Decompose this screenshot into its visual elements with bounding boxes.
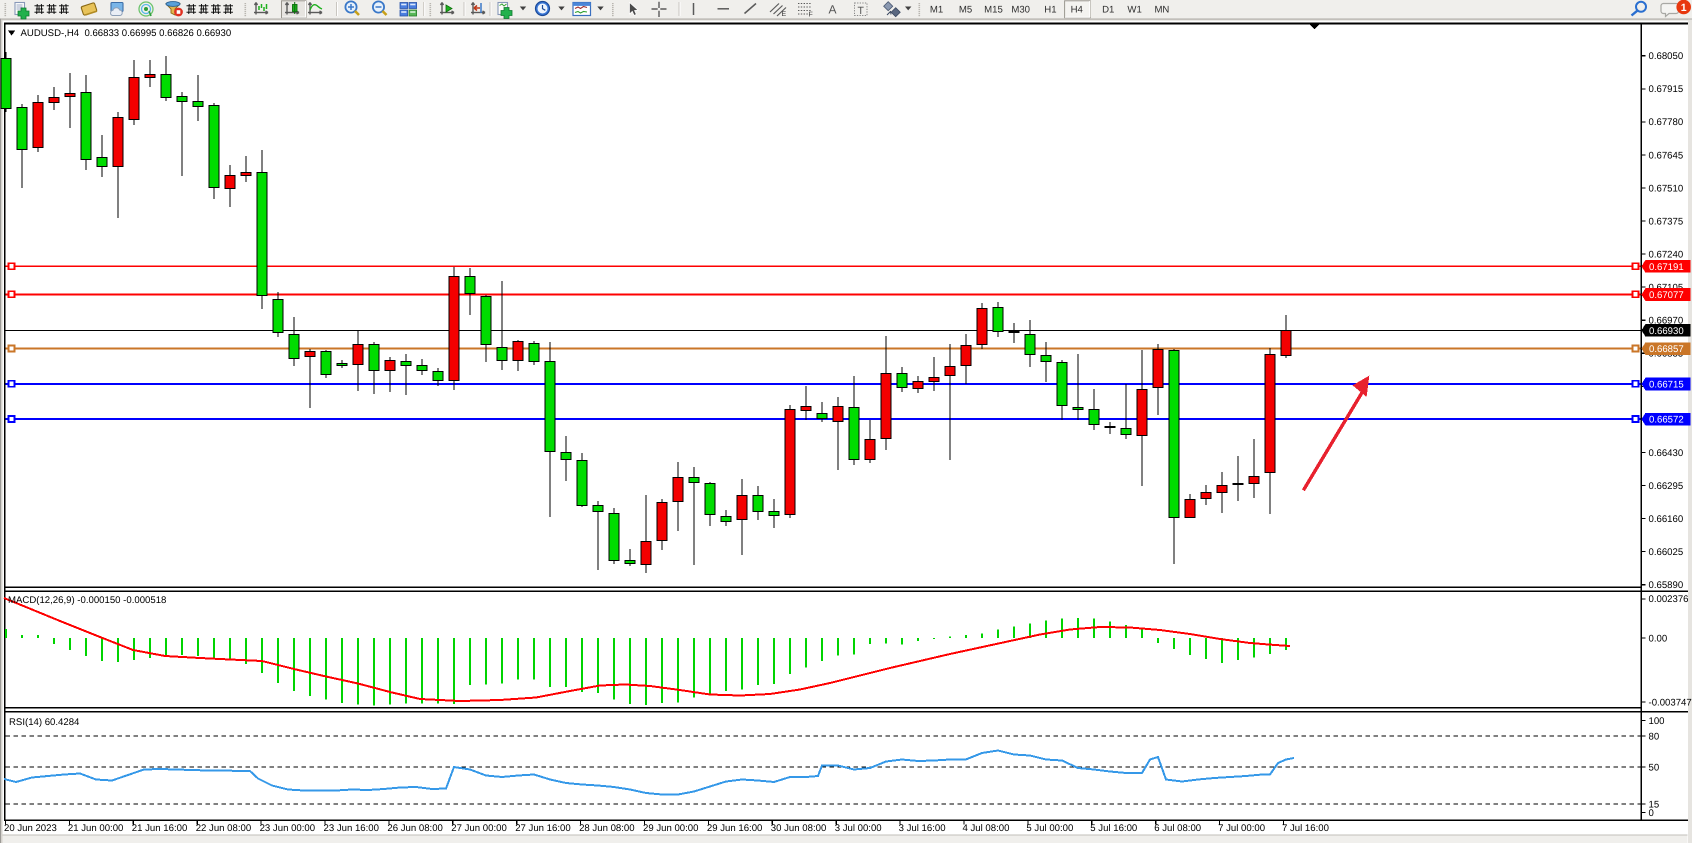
svg-text:AUDUSD-,H4 0.66833 0.66995 0.: AUDUSD-,H4 0.66833 0.66995 0.66826 0.669… [21,28,232,39]
svg-text:22 Jun 08:00: 22 Jun 08:00 [196,823,251,834]
svg-text:H1: H1 [1044,5,1056,16]
svg-text:20 Jun 2023: 20 Jun 2023 [4,823,57,834]
svg-text:MN: MN [1154,5,1169,16]
svg-text:0.67645: 0.67645 [1649,150,1684,161]
svg-text:0.66715: 0.66715 [1649,380,1684,391]
svg-text:0.002376: 0.002376 [1649,594,1689,605]
svg-text:-0.003747: -0.003747 [1649,697,1692,708]
svg-text:0.66857: 0.66857 [1649,344,1684,355]
svg-text:0.66930: 0.66930 [1649,326,1684,337]
svg-text:0.67375: 0.67375 [1649,216,1684,227]
svg-text:6 Jul 08:00: 6 Jul 08:00 [1154,823,1201,834]
svg-text:MACD(12,26,9) -0.000150 -0.000: MACD(12,26,9) -0.000150 -0.000518 [8,595,166,606]
svg-text:15: 15 [1649,799,1660,810]
svg-text:23 Jun 00:00: 23 Jun 00:00 [260,823,315,834]
svg-text:E: E [782,11,787,18]
svg-text:21 Jun 00:00: 21 Jun 00:00 [68,823,123,834]
svg-text:W1: W1 [1127,5,1141,16]
svg-text:D1: D1 [1102,5,1114,16]
svg-text:0.67780: 0.67780 [1649,117,1684,128]
svg-text:T: T [858,5,865,17]
svg-text:0.66572: 0.66572 [1649,415,1684,426]
svg-text:5 Jul 16:00: 5 Jul 16:00 [1090,823,1137,834]
svg-text:0.67915: 0.67915 [1649,84,1684,95]
svg-text:1: 1 [1681,2,1687,14]
svg-text:80: 80 [1649,731,1660,742]
svg-text:0.66295: 0.66295 [1649,481,1684,492]
svg-text:4 Jul 08:00: 4 Jul 08:00 [963,823,1010,834]
svg-text:M1: M1 [930,5,943,16]
svg-text:21 Jun 16:00: 21 Jun 16:00 [132,823,187,834]
svg-text:M30: M30 [1011,5,1030,16]
svg-text:3 Jul 16:00: 3 Jul 16:00 [899,823,946,834]
svg-text:M15: M15 [984,5,1003,16]
svg-text:0.67077: 0.67077 [1649,290,1684,301]
svg-text:0.68050: 0.68050 [1649,51,1684,62]
svg-text:0.67240: 0.67240 [1649,250,1684,261]
svg-text:100: 100 [1649,716,1665,727]
svg-text:3 Jul 00:00: 3 Jul 00:00 [835,823,882,834]
svg-text:28 Jun 08:00: 28 Jun 08:00 [579,823,634,834]
svg-text:27 Jun 16:00: 27 Jun 16:00 [515,823,570,834]
svg-text:0.00: 0.00 [1649,633,1668,644]
svg-text:0.66160: 0.66160 [1649,514,1684,525]
svg-text:A: A [829,3,837,17]
svg-text:0.66430: 0.66430 [1649,448,1684,459]
svg-text:0.67105: 0.67105 [1649,283,1684,294]
svg-text:29 Jun 00:00: 29 Jun 00:00 [643,823,698,834]
svg-text:0.67191: 0.67191 [1649,262,1684,273]
svg-text:29 Jun 16:00: 29 Jun 16:00 [707,823,762,834]
svg-text:23 Jun 16:00: 23 Jun 16:00 [324,823,379,834]
svg-text:F: F [809,12,813,19]
svg-text:0: 0 [1649,808,1654,819]
svg-text:27 Jun 00:00: 27 Jun 00:00 [451,823,506,834]
svg-text:0.65890: 0.65890 [1649,580,1684,591]
svg-text:26 Jun 08:00: 26 Jun 08:00 [387,823,442,834]
svg-text:M5: M5 [959,5,972,16]
svg-text:30 Jun 08:00: 30 Jun 08:00 [771,823,826,834]
svg-text:RSI(14) 60.4284: RSI(14) 60.4284 [9,717,80,728]
svg-text:50: 50 [1649,762,1660,773]
svg-text:7 Jul 16:00: 7 Jul 16:00 [1282,823,1329,834]
svg-text:7 Jul 00:00: 7 Jul 00:00 [1218,823,1265,834]
svg-text:5 Jul 00:00: 5 Jul 00:00 [1026,823,1073,834]
svg-text:H4: H4 [1071,5,1084,16]
svg-text:0.67510: 0.67510 [1649,183,1684,194]
svg-text:0.66970: 0.66970 [1649,316,1684,327]
svg-text:0.66025: 0.66025 [1649,547,1684,558]
